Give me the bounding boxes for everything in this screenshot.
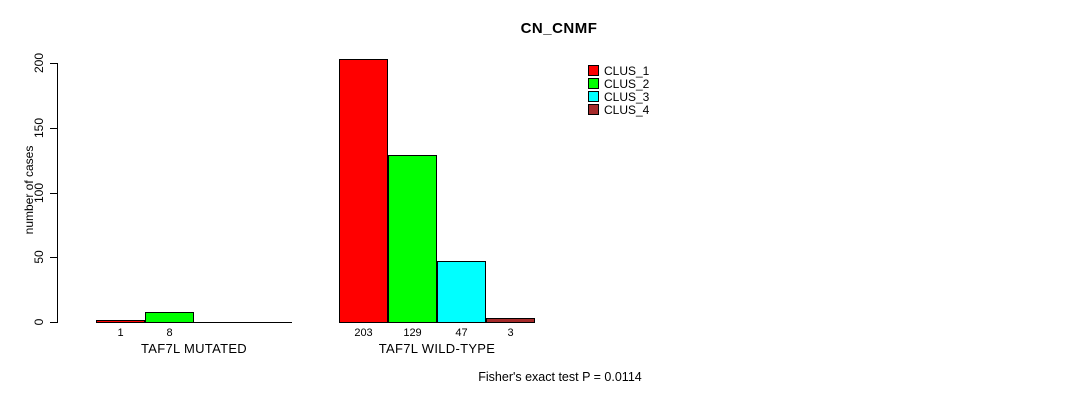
bar-clus_3-taf7l-wild-type (437, 261, 486, 323)
x-category-label: TAF7L MUTATED (141, 341, 247, 356)
legend-swatch-icon (588, 104, 599, 115)
bar-clus_1-taf7l-mutated (96, 320, 145, 323)
bar-value-label: 129 (403, 327, 422, 339)
y-tick-label: 100 (32, 182, 46, 204)
y-tick-mark (50, 128, 57, 129)
bar-clus_1-taf7l-wild-type (339, 59, 388, 323)
y-tick-label: 50 (32, 250, 46, 264)
bar-value-label: 3 (507, 327, 514, 339)
legend-row: CLUS_3 (588, 89, 650, 104)
legend: CLUS_1 CLUS_2 CLUS_3 CLUS_4 (588, 63, 650, 117)
y-tick-mark (50, 63, 57, 64)
bar-clus_4-taf7l-wild-type (486, 318, 535, 323)
bar-clus_2-taf7l-mutated (145, 312, 194, 323)
y-tick-label: 200 (32, 52, 46, 74)
legend-label: CLUS_3 (604, 89, 650, 104)
legend-row: CLUS_2 (588, 76, 650, 91)
chart-title: CN_CNMF (520, 20, 598, 37)
y-tick-mark (50, 322, 57, 323)
legend-label: CLUS_1 (604, 63, 650, 78)
legend-row: CLUS_4 (588, 102, 650, 117)
legend-swatch-icon (588, 65, 599, 76)
y-axis-line (57, 63, 58, 323)
group-baseline (96, 322, 292, 323)
legend-swatch-icon (588, 91, 599, 102)
x-category-label: TAF7L WILD-TYPE (378, 341, 496, 356)
y-tick-mark (50, 193, 57, 194)
legend-label: CLUS_4 (604, 102, 650, 117)
fishers-test-caption: Fisher's exact test P = 0.0114 (478, 370, 642, 384)
legend-row: CLUS_1 (588, 63, 650, 78)
bar-value-label: 203 (354, 327, 373, 339)
y-tick-label: 0 (32, 318, 46, 326)
y-tick-label: 150 (32, 117, 46, 139)
y-tick-mark (50, 257, 57, 258)
bar-value-label: 1 (117, 327, 124, 339)
bar-value-label: 47 (455, 327, 468, 339)
bar-value-label: 8 (166, 327, 173, 339)
legend-swatch-icon (588, 78, 599, 89)
legend-label: CLUS_2 (604, 76, 650, 91)
bar-clus_2-taf7l-wild-type (388, 155, 437, 323)
